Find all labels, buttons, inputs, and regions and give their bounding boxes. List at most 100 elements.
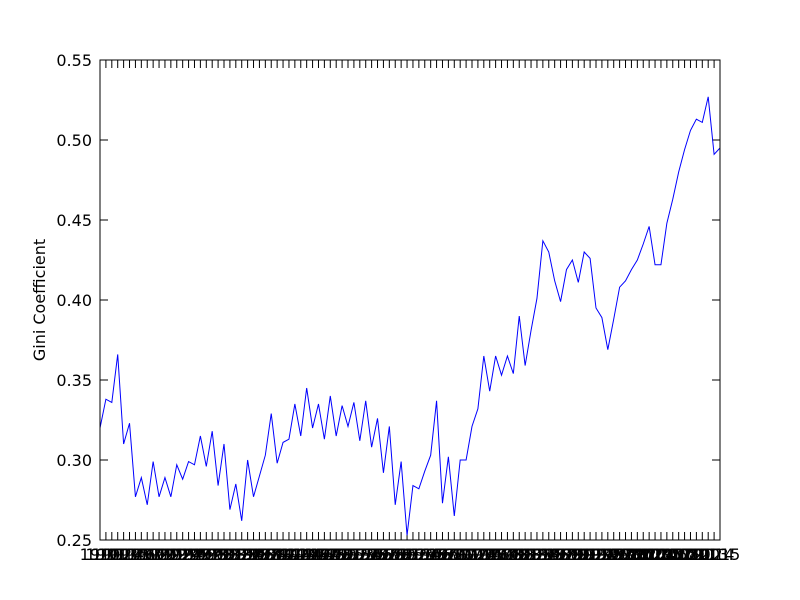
x-tick-label: 1925: [168, 545, 209, 564]
x-tick-label: 1921: [145, 545, 186, 564]
x-tick-label: 1951: [322, 545, 363, 564]
x-tick-label: 1955: [345, 545, 386, 564]
x-tick-label: 1922: [150, 545, 191, 564]
x-tick-label: 1945: [286, 545, 327, 564]
y-tick-label: 0.50: [56, 131, 92, 150]
x-tick-label: 1911: [86, 545, 127, 564]
x-tick-label: 1913: [97, 545, 138, 564]
y-tick-label: 0.45: [56, 211, 92, 230]
x-tick-label: 1969: [428, 545, 469, 564]
x-tick-label: 1949: [310, 545, 351, 564]
x-tick-label: 1990: [552, 545, 593, 564]
x-tick-label: 1948: [304, 545, 345, 564]
x-tick-label: 1959: [369, 545, 410, 564]
x-tick-label: 1984: [517, 545, 558, 564]
x-tick-label: 1943: [274, 545, 315, 564]
x-tick-label: 1979: [487, 545, 528, 564]
x-tick-label: 2010: [670, 545, 711, 564]
x-tick-label: 1991: [558, 545, 599, 564]
x-tick-label: 1920: [139, 545, 180, 564]
plot-frame: [99, 59, 721, 541]
x-tick-label: 1992: [564, 545, 605, 564]
x-tick-label: 1923: [156, 545, 197, 564]
x-tick-label: 1927: [180, 545, 221, 564]
x-tick-label: 1919: [133, 545, 174, 564]
x-tick-label: 2009: [664, 545, 705, 564]
y-tick-label: 0.35: [56, 371, 92, 390]
x-tick-label: 1940: [257, 545, 298, 564]
x-tick-label: 1950: [316, 545, 357, 564]
x-tick-label: 1933: [215, 545, 256, 564]
x-tick-label: 1926: [174, 545, 215, 564]
x-tick-label: 1985: [522, 545, 563, 564]
x-tick-label: 1957: [357, 545, 398, 564]
x-tick-label: 1935: [227, 545, 268, 564]
x-tick-label: 1999: [605, 545, 646, 564]
x-tick-label: 1942: [269, 545, 310, 564]
x-tick-label: 1967: [416, 545, 457, 564]
x-tick-label: 1947: [298, 545, 339, 564]
x-tick-label: 1928: [186, 545, 227, 564]
x-tick-label: 2013: [688, 545, 729, 564]
x-tick-label: 1995: [582, 545, 623, 564]
x-tick-label: 1986: [528, 545, 569, 564]
x-tick-label: 2007: [652, 545, 693, 564]
x-tick-label: 1965: [404, 545, 445, 564]
x-tick-label: 1918: [127, 545, 168, 564]
x-tick-label: 1997: [593, 545, 634, 564]
x-tick-label: 1960: [375, 545, 416, 564]
x-tick-label: 1972: [446, 545, 487, 564]
x-tick-label: 1970: [434, 545, 475, 564]
x-tick-label: 1982: [505, 545, 546, 564]
x-tick-label: 1962: [387, 545, 428, 564]
x-tick-label: 2003: [629, 545, 670, 564]
x-tick-label: 1968: [422, 545, 463, 564]
x-tick-label: 1975: [463, 545, 504, 564]
x-tick-label: 1953: [334, 545, 375, 564]
x-tick-label: 2002: [623, 545, 664, 564]
x-tick-label: 1936: [233, 545, 274, 564]
x-tick-label: 1952: [328, 545, 369, 564]
x-tick-label: 1946: [292, 545, 333, 564]
x-tick-label: 1915: [109, 545, 150, 564]
x-tick-label: 1914: [103, 545, 144, 564]
line-series: [99, 96, 721, 536]
x-tick-label: 1934: [221, 545, 262, 564]
x-tick-label: 1938: [245, 545, 286, 564]
x-tick-label: 2014: [694, 545, 735, 564]
x-tick-label: 1954: [339, 545, 380, 564]
x-tick-label: 1964: [398, 545, 439, 564]
x-tick-label: 2004: [635, 545, 676, 564]
x-tick-label: 1976: [469, 545, 510, 564]
x-tick-label: 1971: [440, 545, 481, 564]
y-tick-label: 0.25: [56, 531, 92, 550]
x-tick-label: 1956: [351, 545, 392, 564]
x-tick-label: 1939: [251, 545, 292, 564]
x-tick-label: 1988: [540, 545, 581, 564]
y-tick-label: 0.55: [56, 51, 92, 70]
x-tick-label: 1930: [198, 545, 239, 564]
x-tick-label: 1941: [263, 545, 304, 564]
x-tick-label: 2001: [617, 545, 658, 564]
x-tick-label: 1987: [534, 545, 575, 564]
x-tick-label: 1944: [280, 545, 321, 564]
x-tick-label: 1989: [546, 545, 587, 564]
x-tick-label: 1961: [381, 545, 422, 564]
x-tick-label: 2015: [700, 545, 741, 564]
x-tick-label: 1958: [363, 545, 404, 564]
x-tick-label: 1929: [192, 545, 233, 564]
x-tick-label: 1966: [410, 545, 451, 564]
x-tick-label: 1977: [475, 545, 516, 564]
x-tick-label: 2012: [682, 545, 723, 564]
x-tick-label: 1932: [210, 545, 251, 564]
x-tick-label: 1937: [239, 545, 280, 564]
x-tick-label: 2008: [658, 545, 699, 564]
x-tick-label: 2011: [676, 545, 717, 564]
x-tick-label: 1910: [80, 545, 121, 564]
x-tick-label: 2006: [646, 545, 687, 564]
y-tick-label: 0.40: [56, 291, 92, 310]
y-axis-label: Gini Coefficient: [30, 239, 49, 361]
x-tick-label: 1931: [204, 545, 245, 564]
